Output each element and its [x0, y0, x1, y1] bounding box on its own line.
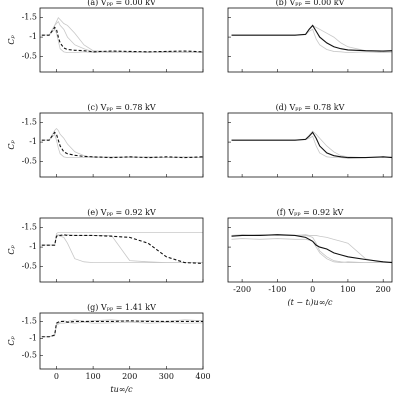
panel-title: (e) Vₚₚ = 0.92 kV	[87, 208, 156, 217]
y-tick-label: -0.5	[22, 261, 37, 270]
plot-frame	[39, 312, 204, 370]
data-line	[231, 24, 393, 52]
y-tick-label: -1	[29, 333, 37, 342]
panel-title: (a) Vₚₚ = 0.00 kV	[87, 0, 156, 7]
x-axis-label: tu∞/c	[110, 385, 133, 394]
data-line	[41, 26, 204, 53]
plot-background	[228, 218, 392, 282]
x-tick-label: 200	[122, 372, 137, 381]
data-line	[231, 131, 393, 159]
x-tick-label: 100	[340, 285, 355, 294]
x-tick-label: -100	[268, 285, 286, 294]
panel-title: (d) Vₚₚ = 0.78 kV	[276, 103, 345, 112]
y-tick-label: -1.5	[22, 13, 37, 22]
data-line	[41, 127, 204, 159]
x-tick-label: 400	[195, 372, 210, 381]
y-tick-label: -0.5	[22, 350, 37, 359]
x-tick-label: -200	[233, 285, 251, 294]
y-tick-label: -1.5	[22, 118, 37, 127]
y-tick-label: -1.5	[22, 223, 37, 232]
panel-title: (f) Vₚₚ = 0.92 kV	[277, 208, 344, 217]
x-tick-label: 300	[159, 372, 174, 381]
plot-background	[228, 8, 392, 72]
data-line	[41, 131, 204, 159]
x-tick-label: 100	[85, 372, 100, 381]
y-tick-label: -0.5	[22, 51, 37, 60]
plot-frame	[227, 112, 393, 178]
y-tick-label: -1.5	[22, 316, 37, 325]
data-line	[231, 234, 393, 264]
plot-frame	[39, 112, 204, 178]
plot-background	[228, 113, 392, 177]
x-tick-label: 0	[54, 372, 59, 381]
plot-frame	[227, 7, 393, 73]
data-line	[41, 234, 204, 264]
x-tick-label: 200	[376, 285, 391, 294]
plot-frame	[227, 217, 393, 283]
y-tick-label: -0.5	[22, 156, 37, 165]
y-tick-label: -1	[29, 137, 37, 146]
y-axis-label: Cₚ	[7, 35, 16, 45]
data-line	[231, 238, 393, 264]
panel-title: (c) Vₚₚ = 0.78 kV	[87, 103, 155, 112]
panel-title: (b) Vₚₚ = 0.00 kV	[276, 0, 345, 7]
plot-frame	[39, 217, 204, 283]
data-line	[41, 321, 204, 338]
y-axis-label: Cₚ	[7, 245, 16, 255]
x-tick-label: 0	[310, 285, 315, 294]
plot-frame	[39, 7, 204, 73]
plot-background	[40, 8, 203, 72]
x-axis-label: (t − tᵢ)u∞/c	[287, 298, 333, 307]
y-tick-label: -1	[29, 32, 37, 41]
y-axis-label: Cₚ	[7, 140, 16, 150]
data-line	[41, 133, 204, 159]
y-tick-label: -1	[29, 242, 37, 251]
y-axis-label: Cₚ	[7, 336, 16, 346]
data-line	[41, 320, 203, 338]
plot-background	[40, 113, 203, 177]
panel-title: (g) Vₚₚ = 1.41 kV	[87, 303, 156, 312]
